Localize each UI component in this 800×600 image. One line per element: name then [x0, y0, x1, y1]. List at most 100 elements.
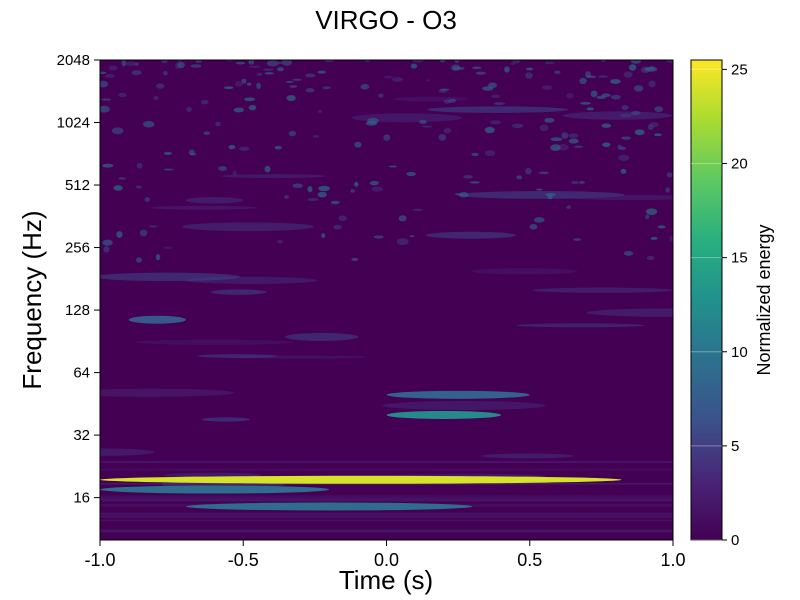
- noise-speck: [623, 71, 633, 78]
- noise-speck: [511, 123, 524, 129]
- noise-speck: [113, 185, 123, 191]
- noise-speck: [144, 197, 151, 203]
- noise-speck: [248, 105, 257, 111]
- noise-band: [100, 529, 673, 533]
- noise-speck: [526, 67, 534, 71]
- noise-speck: [108, 65, 118, 71]
- noise-speck: [451, 64, 461, 72]
- noise-streak: [201, 417, 250, 422]
- noise-speck: [136, 162, 143, 169]
- noise-speck: [554, 70, 561, 74]
- noise-speck: [125, 61, 136, 67]
- noise-speck: [195, 60, 202, 63]
- noise-speck: [538, 171, 549, 175]
- noise-speck: [525, 167, 532, 175]
- noise-speck: [354, 181, 359, 187]
- colorbar-tick-label: 10: [731, 344, 748, 361]
- noise-streak: [392, 96, 469, 102]
- noise-speck: [177, 61, 185, 69]
- energy-feature: [386, 410, 502, 419]
- noise-speck: [111, 127, 124, 135]
- colorbar-label: Normalized energy: [754, 224, 774, 375]
- noise-streak: [185, 197, 244, 204]
- noise-speck: [277, 239, 283, 244]
- noise-streak: [480, 453, 575, 459]
- noise-speck: [234, 80, 244, 87]
- noise-speck: [654, 133, 662, 137]
- noise-speck: [454, 193, 462, 196]
- noise-speck: [654, 106, 664, 113]
- noise-speck: [233, 107, 245, 113]
- noise-streak: [100, 388, 235, 397]
- colorbar-tick-label: 25: [731, 61, 748, 78]
- noise-speck: [561, 132, 569, 139]
- noise-speck: [618, 154, 630, 161]
- noise-speck: [317, 110, 322, 113]
- noise-band: [100, 460, 673, 464]
- noise-speck: [645, 214, 650, 220]
- noise-speck: [438, 89, 447, 93]
- colorbar: 0 5 10 15 20 25 Normalized energy: [690, 59, 774, 549]
- x-axis: -1.0 -0.5 0.0 0.5 1.0: [84, 540, 686, 570]
- noise-speck: [666, 60, 673, 63]
- noise-band: [100, 498, 673, 502]
- noise-streak: [135, 339, 295, 345]
- noise-speck: [398, 215, 407, 222]
- noise-speck: [491, 94, 501, 99]
- noise-streak: [210, 289, 267, 295]
- noise-speck: [134, 62, 139, 66]
- noise-band: [100, 512, 673, 516]
- noise-streak: [566, 194, 673, 201]
- noise-speck: [153, 95, 159, 101]
- noise-speck: [650, 236, 658, 240]
- noise-speck: [590, 90, 598, 98]
- plot-area: [100, 60, 673, 540]
- noise-speck: [350, 189, 355, 193]
- noise-streak: [181, 222, 315, 232]
- noise-speck: [419, 119, 427, 125]
- y-tick-label: 16: [73, 490, 90, 507]
- noise-streak: [100, 272, 241, 282]
- x-tick-label: 0.0: [374, 550, 399, 570]
- noise-speck: [536, 188, 543, 191]
- noise-speck: [645, 208, 658, 215]
- noise-speck: [512, 60, 521, 64]
- noise-speck: [244, 97, 256, 102]
- energy-feature: [185, 502, 473, 511]
- noise-speck: [630, 110, 641, 116]
- noise-speck: [646, 255, 655, 261]
- noise-speck: [586, 107, 594, 111]
- noise-speck: [544, 61, 555, 65]
- noise-speck: [628, 64, 637, 71]
- noise-speck: [321, 233, 326, 239]
- energy-feature: [128, 315, 186, 324]
- energy-feature: [386, 390, 530, 399]
- noise-speck: [645, 66, 658, 72]
- noise-speck: [666, 172, 673, 178]
- noise-speck: [318, 185, 330, 192]
- noise-speck: [139, 229, 148, 237]
- noise-speck: [264, 165, 271, 173]
- noise-speck: [633, 85, 644, 92]
- noise-speck: [142, 120, 155, 128]
- noise-streak: [516, 323, 645, 328]
- noise-speck: [286, 94, 296, 102]
- noise-speck: [454, 60, 460, 63]
- noise-speck: [100, 105, 110, 113]
- noise-streak: [100, 448, 155, 456]
- noise-speck: [472, 66, 482, 70]
- noise-speck: [545, 192, 556, 197]
- noise-speck: [317, 70, 326, 74]
- noise-speck: [580, 101, 591, 105]
- noise-speck: [621, 105, 629, 111]
- noise-speck: [469, 181, 480, 184]
- noise-speck: [367, 117, 379, 124]
- noise-speck: [161, 60, 168, 64]
- noise-speck: [425, 79, 431, 82]
- noise-speck: [281, 60, 286, 63]
- noise-speck: [155, 254, 161, 261]
- noise-speck: [493, 102, 506, 106]
- noise-speck: [489, 120, 501, 125]
- noise-speck: [598, 75, 608, 78]
- noise-speck: [338, 215, 347, 221]
